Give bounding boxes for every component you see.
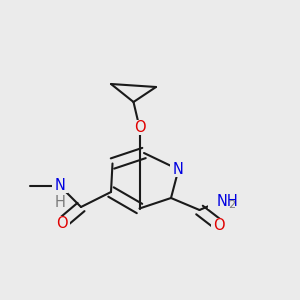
Text: O: O xyxy=(134,120,145,135)
FancyBboxPatch shape xyxy=(208,193,233,209)
Text: 2: 2 xyxy=(228,200,236,210)
Text: N: N xyxy=(173,162,184,177)
FancyBboxPatch shape xyxy=(52,179,68,193)
Text: O: O xyxy=(213,218,225,232)
Text: O: O xyxy=(56,216,67,231)
Text: N: N xyxy=(55,178,65,194)
Text: H: H xyxy=(55,195,65,210)
FancyBboxPatch shape xyxy=(211,218,227,232)
FancyBboxPatch shape xyxy=(53,216,70,231)
FancyBboxPatch shape xyxy=(131,120,148,135)
FancyBboxPatch shape xyxy=(170,162,187,177)
Text: NH: NH xyxy=(217,194,239,208)
